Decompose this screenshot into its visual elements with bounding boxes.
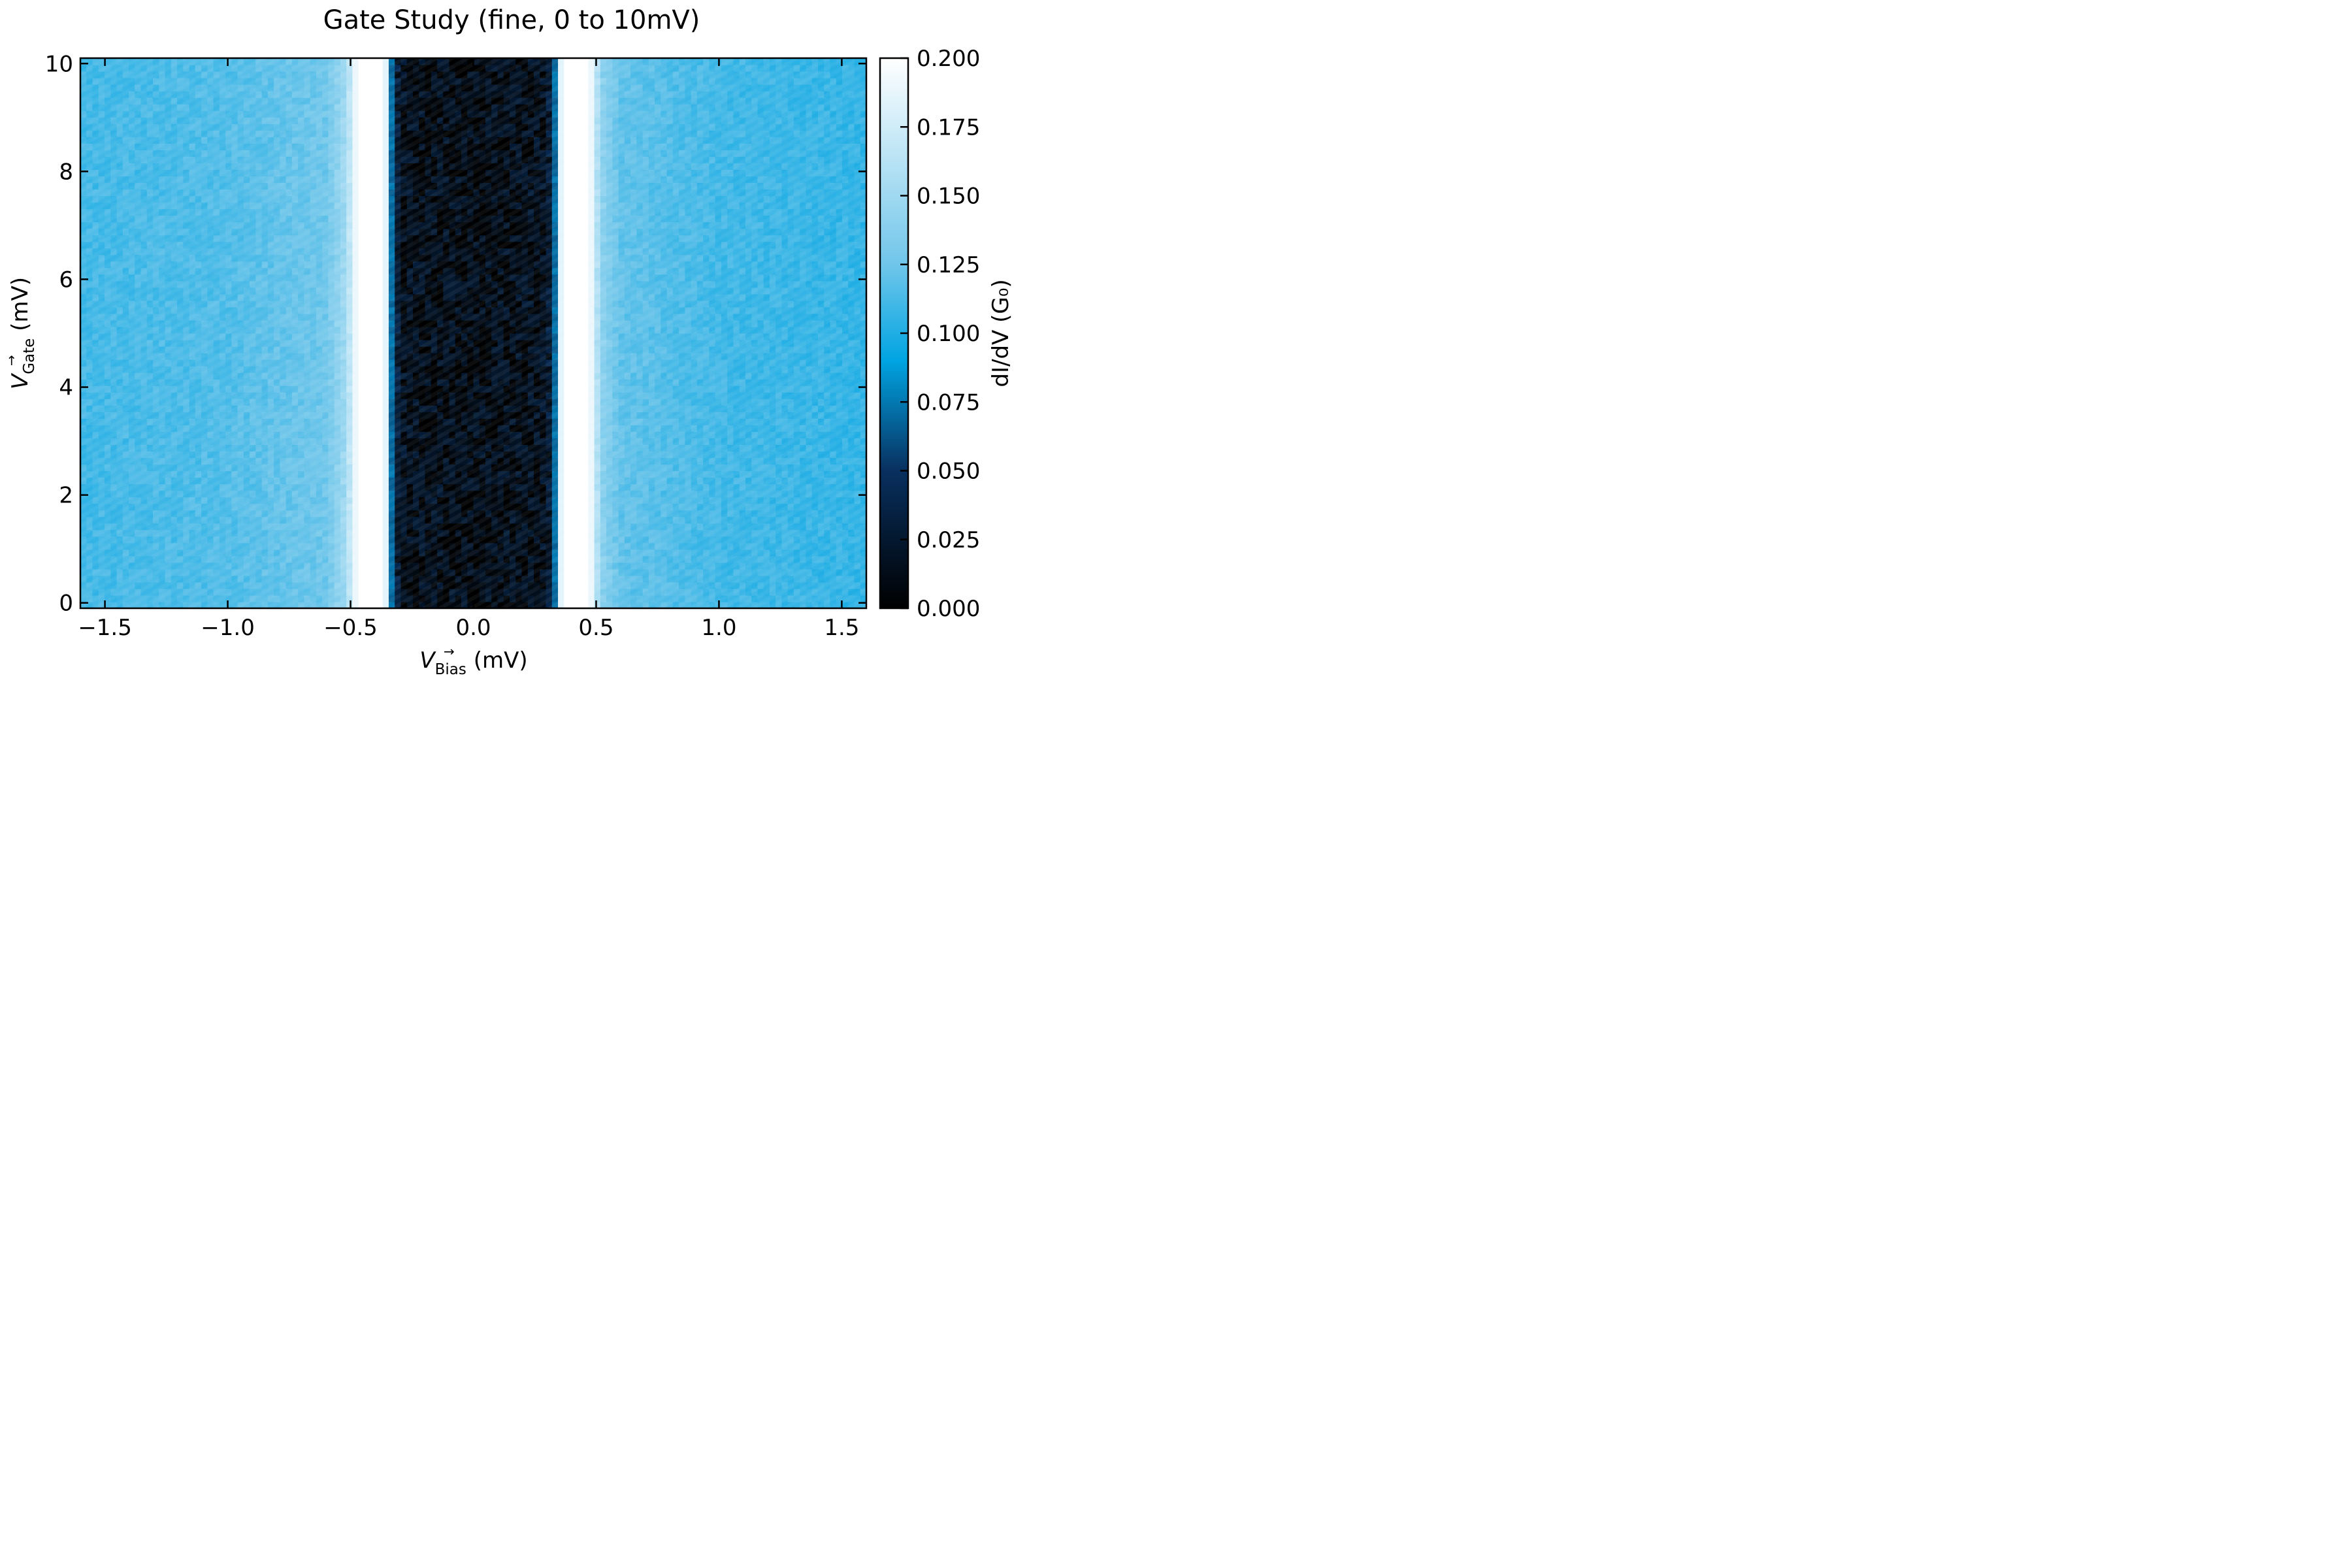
chart-title: Gate Study (fine, 0 to 10mV) xyxy=(323,5,700,35)
heatmap-chart: Gate Study (fine, 0 to 10mV) −1.5 −1.0 −0.… xyxy=(3,5,1014,678)
